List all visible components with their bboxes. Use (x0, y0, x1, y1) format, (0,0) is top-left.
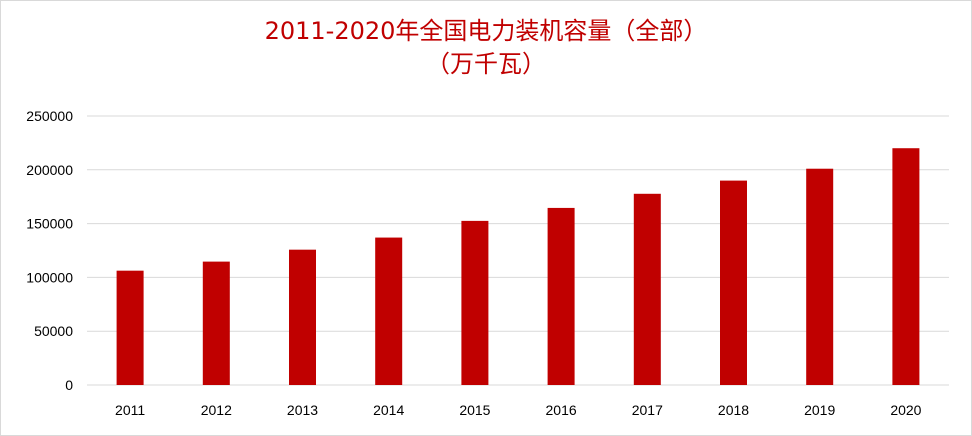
chart-title-line-2: （万千瓦） (426, 50, 546, 78)
x-tick-label: 2013 (287, 402, 318, 418)
bar-2012 (202, 261, 230, 385)
x-tick-label: 2017 (632, 402, 663, 418)
bar-2016 (547, 207, 575, 385)
y-tick-label: 150000 (26, 216, 73, 232)
y-tick-label: 50000 (34, 323, 73, 339)
x-tick-label: 2018 (718, 402, 749, 418)
bar-2014 (375, 237, 403, 385)
x-tick-label: 2011 (115, 402, 145, 418)
bar-2015 (461, 220, 489, 385)
bar-2020 (892, 148, 920, 385)
x-tick-label: 2012 (201, 402, 232, 418)
bar-2011 (116, 270, 144, 385)
x-tick-label: 2020 (890, 402, 921, 418)
y-tick-label: 200000 (26, 162, 73, 178)
bar-2019 (806, 168, 834, 385)
chart-title-line-1: 2011-2020年全国电力装机容量（全部） (264, 17, 708, 45)
x-tick-label: 2019 (804, 402, 835, 418)
bar-2013 (289, 249, 316, 385)
y-tick-label: 0 (65, 377, 73, 393)
x-tick-label: 2014 (373, 402, 404, 418)
y-tick-label: 100000 (26, 269, 73, 285)
x-tick-label: 2016 (546, 402, 577, 418)
bar-2018 (720, 180, 747, 385)
chart-title: 2011-2020年全国电力装机容量（全部） （万千瓦） (1, 15, 971, 81)
y-tick-label: 250000 (26, 108, 73, 124)
bar-2017 (633, 193, 661, 385)
x-tick-label: 2015 (459, 402, 490, 418)
